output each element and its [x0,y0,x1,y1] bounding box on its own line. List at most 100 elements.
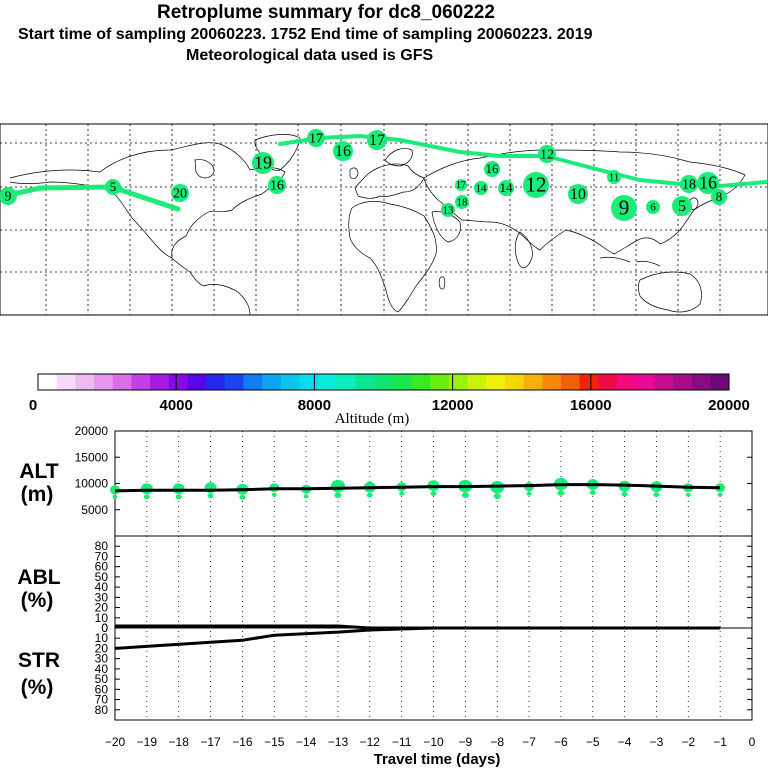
plume-puff-label: 12 [540,148,554,163]
x-tick-label: −15 [264,735,285,749]
y-tick-label: 40 [95,580,109,594]
plume-puff-label: 10 [570,186,586,203]
plume-puff [307,129,325,147]
plume-puff-label: 16 [335,143,351,160]
colorbar-swatch [448,374,469,390]
x-tick-label: −4 [618,735,632,749]
colorbar-tick-label: 4000 [160,397,193,414]
y-tick-label: 50 [95,672,109,686]
x-tick-label: −7 [522,735,536,749]
y-tick-label: 5000 [81,503,108,517]
y-tick-label: 15000 [75,450,109,464]
altitude-puff-spread [557,490,565,496]
plume-puff [367,130,387,150]
altitude-puff-spread [461,492,469,498]
colorbar-swatch [374,374,394,390]
plume-puff-label: 9 [5,190,12,205]
coast-north-america [9,142,286,259]
altitude-puff-spread [207,493,214,499]
plume-puff-label: 12 [526,173,547,197]
plume-puff [268,176,286,194]
plume-puff [568,184,588,204]
x-tick-label: −1 [713,735,727,749]
panel-label: ALT [19,460,58,483]
colorbar-swatch [262,374,282,390]
plume-puff-label: 5 [110,179,117,194]
x-tick-label: −5 [586,735,600,749]
plume-puff [455,179,467,191]
x-tick-label: −11 [392,735,412,749]
altitude-puff-spread [271,492,277,497]
altitude-puff-spread [493,493,501,499]
plume-puff-label: 6 [650,202,656,214]
y-tick-label: 10 [95,631,109,645]
plume-puff-label: 18 [682,178,696,193]
plume-puff-label: 16 [699,173,717,193]
plume-puff-label: 19 [254,153,272,173]
plume-puff-label: 20 [173,187,187,202]
plume-puff-label: 17 [369,132,385,149]
plume-puff [474,181,488,195]
plume-puff [441,203,455,217]
plume-puff-label: 16 [486,161,500,176]
plume-puff [0,187,17,205]
coast-central-america [171,257,205,287]
x-tick-label: −6 [554,735,568,749]
colorbar-swatch [224,374,244,390]
coast-uk [349,167,359,180]
coast-scandinavia [384,148,413,167]
plume-puff [171,184,189,202]
altitude-puff-spread [653,492,660,498]
coast-greenland [254,134,301,171]
altitude-puff-spread [685,492,691,497]
colorbar-swatch [635,374,655,390]
colorbar-swatch [560,374,581,390]
plume-puff [523,172,549,198]
plume-puff-label: 13 [443,205,455,217]
colorbar-swatch [318,374,338,390]
panel-unit-label: (m) [21,483,54,506]
colorbar-tick-label: 0 [29,397,37,414]
colorbar-swatch [187,374,207,390]
panel-label: STR [18,649,60,672]
coast-hudson-bay [194,159,215,179]
colorbar-frame [37,373,730,391]
plume-puff [711,189,727,205]
plume-puff-label: 11 [609,172,620,184]
colorbar-swatch [430,374,450,390]
colorbar-swatch [336,374,356,390]
sampling-time-line: Start time of sampling 20060223. 1752 En… [18,26,593,43]
altitude-puff-spread [303,494,309,499]
plume-puff [455,195,469,209]
coast-south-america [203,284,251,316]
colorbar-swatch [598,374,618,390]
y-tick-label: 10 [95,611,109,625]
y-tick-label: 70 [95,549,109,563]
coast-africa [348,201,437,313]
altitude-puff-spread [526,491,532,496]
y-tick-label: 80 [95,703,109,717]
plume-puff [252,152,274,174]
plume-puff-label: 8 [716,189,723,204]
panel-label: ABL [17,566,60,589]
coast-asia [423,149,746,255]
altitude-puff [172,483,185,495]
plume-puff-label: 5 [678,198,686,215]
altitude-puff [330,479,345,493]
x-tick-label: −20 [105,735,126,749]
plume-path-pacific [1,184,181,212]
x-tick-label: −19 [137,735,158,749]
x-axis-label: Travel time (days) [374,751,501,768]
plume-puff [498,180,514,196]
plume-puff-label: 9 [619,196,630,220]
x-tick-label: −13 [328,735,349,749]
x-tick-label: −18 [169,735,190,749]
plume-puff-label: 14 [500,180,514,195]
series-line-str [114,626,721,650]
colorbar-swatch [504,374,525,390]
colorbar-swatch [243,374,263,390]
y-tick-label: 30 [95,590,109,604]
colorbar-swatch [75,374,95,390]
